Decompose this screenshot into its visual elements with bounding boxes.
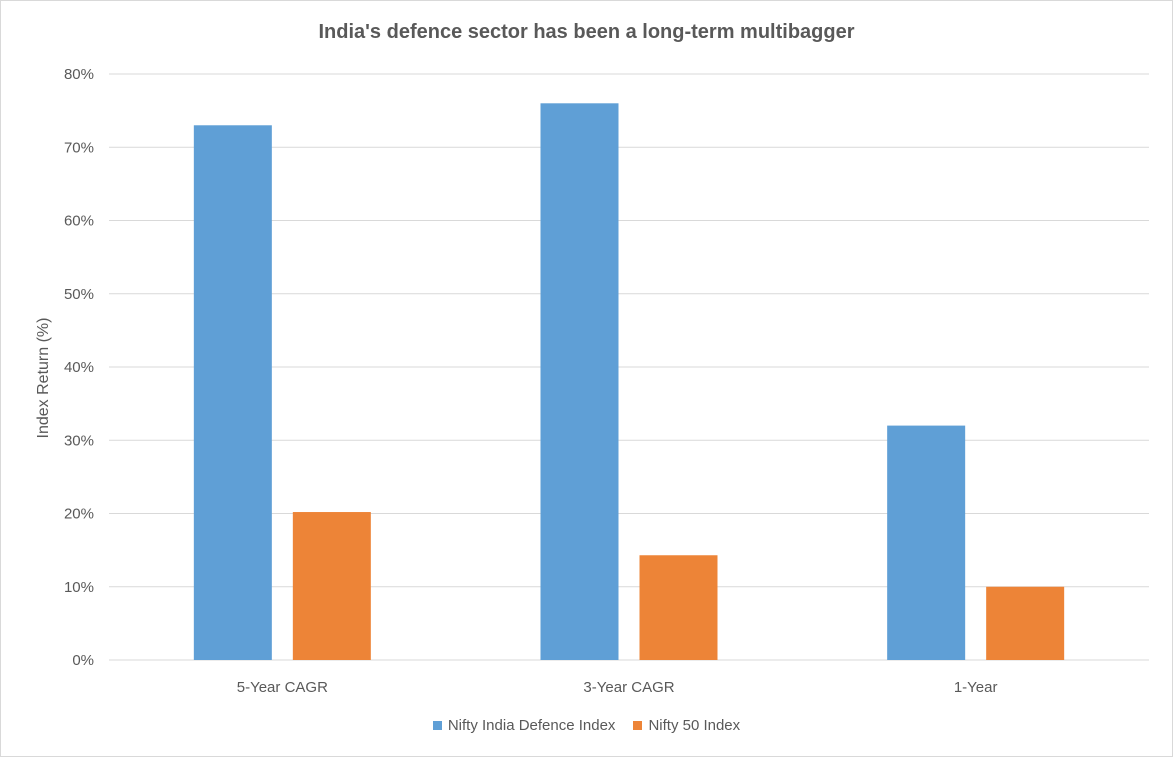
legend-item-nifty50: Nifty 50 Index: [633, 717, 740, 734]
y-tick-label: 40%: [64, 359, 94, 376]
legend-label: Nifty 50 Index: [648, 717, 741, 734]
x-tick-label: 1-Year: [954, 679, 998, 696]
y-tick-label: 80%: [64, 66, 94, 83]
bar-nifty50: [986, 586, 1065, 660]
legend-swatch: [432, 721, 442, 730]
y-tick-label: 0%: [72, 652, 94, 669]
legend-label: Nifty India Defence Index: [447, 717, 616, 734]
legend-item-defence: Nifty India Defence Index: [432, 717, 616, 734]
x-tick-label: 3-Year CAGR: [583, 679, 674, 696]
y-tick-label: 10%: [64, 579, 94, 596]
bar-defence: [540, 103, 619, 661]
y-tick-label: 60%: [64, 213, 94, 230]
chart-title: India's defence sector has been a long-t…: [318, 21, 855, 43]
x-tick-label: 5-Year CAGR: [237, 679, 328, 696]
y-tick-label: 50%: [64, 286, 94, 303]
legend: Nifty India Defence Index Nifty 50 Index: [1, 717, 1172, 734]
bar-nifty50: [639, 555, 718, 660]
bar-defence: [887, 425, 966, 660]
bar-nifty50: [292, 512, 371, 660]
bar-defence: [193, 125, 272, 660]
legend-swatch: [633, 721, 643, 730]
y-tick-label: 70%: [64, 139, 94, 156]
y-tick-label: 20%: [64, 506, 94, 523]
y-tick-label: 30%: [64, 432, 94, 449]
